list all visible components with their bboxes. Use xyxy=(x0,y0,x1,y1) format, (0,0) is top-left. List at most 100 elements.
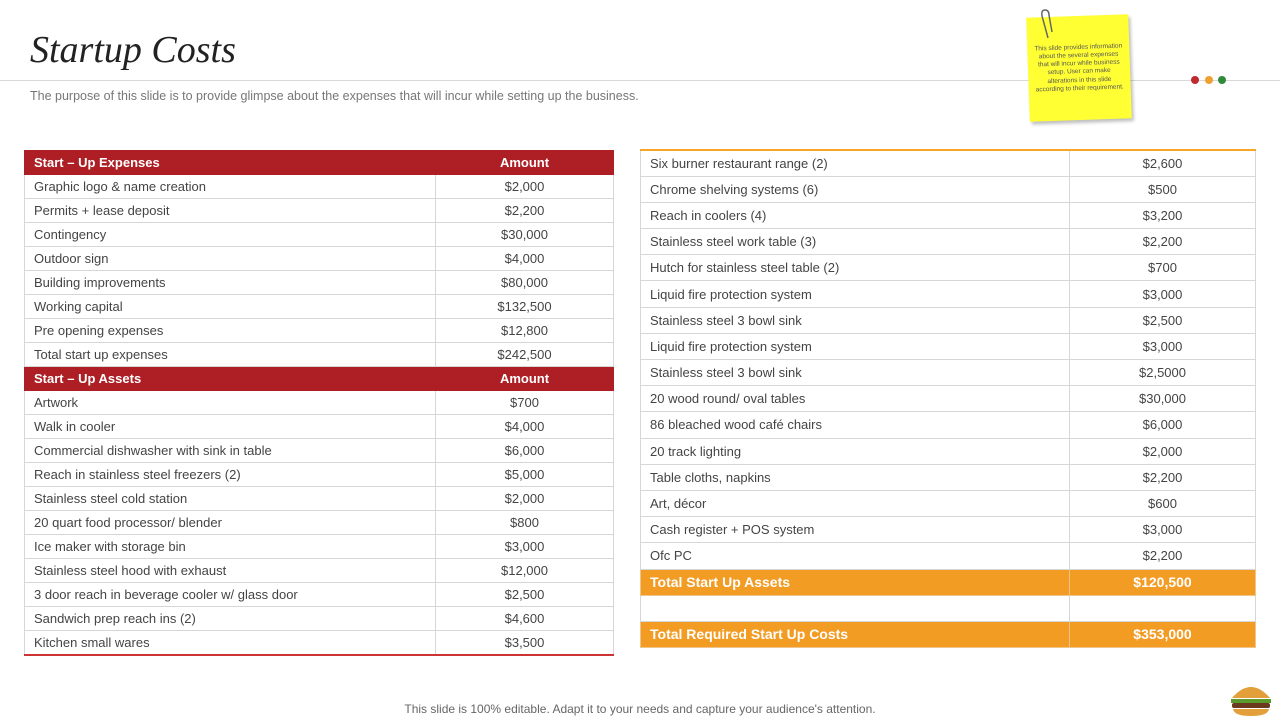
amount-cell: $2,000 xyxy=(435,486,614,511)
amount-cell: $353,000 xyxy=(1069,620,1256,649)
table-row: Cash register + POS system $3,000 xyxy=(640,516,1256,544)
table-row: Pre opening expenses $12,800 xyxy=(24,318,614,343)
table-row: Reach in stainless steel freezers (2) $5,… xyxy=(24,462,614,487)
amount-cell: $2,200 xyxy=(1069,463,1256,491)
table-row: Stainless steel hood with exhaust $12,000 xyxy=(24,558,614,583)
table-row: Walk in cooler $4,000 xyxy=(24,414,614,439)
title: Startup Costs xyxy=(30,29,236,71)
table-row: Building improvements $80,000 xyxy=(24,270,614,295)
table-row: 20 wood round/ oval tables $30,000 xyxy=(640,385,1256,413)
amount-cell: $700 xyxy=(435,390,614,415)
amount-cell: $600 xyxy=(1069,489,1256,518)
table-row: Liquid fire protection system $3,000 xyxy=(640,332,1256,361)
amount-cell: $132,500 xyxy=(435,294,614,319)
label-cell: 20 track lighting xyxy=(640,437,1070,465)
label-cell: Working capital xyxy=(24,294,436,319)
amount-cell: Amount xyxy=(435,150,614,175)
table-row: Stainless steel work table (3) $2,200 xyxy=(640,228,1256,256)
label-cell: Kitchen small wares xyxy=(24,630,436,655)
table-row: Start – Up Expenses Amount xyxy=(24,150,614,175)
label-cell: Stainless steel 3 bowl sink xyxy=(640,358,1070,387)
amount-cell: $3,000 xyxy=(1069,516,1256,544)
amount-cell: Amount xyxy=(435,366,614,391)
label-cell: Artwork xyxy=(24,390,436,415)
amount-cell: $4,000 xyxy=(435,246,614,271)
label-cell: Reach in coolers (4) xyxy=(640,201,1070,230)
label-cell: Ice maker with storage bin xyxy=(24,534,436,559)
amount-cell: $4,000 xyxy=(435,414,614,439)
table-row: Total Required Start Up Costs $353,000 xyxy=(640,620,1256,649)
amount-cell: $30,000 xyxy=(1069,385,1256,413)
label-cell: Walk in cooler xyxy=(24,414,436,439)
amount-cell: $2,200 xyxy=(1069,228,1256,256)
amount-cell: $2,200 xyxy=(1069,542,1256,570)
table-row: Permits + lease deposit $2,200 xyxy=(24,198,614,223)
amount-cell: $3,000 xyxy=(1069,332,1256,361)
label-cell: Liquid fire protection system xyxy=(640,332,1070,361)
label-cell: Commercial dishwasher with sink in table xyxy=(24,438,436,463)
dot xyxy=(1191,76,1199,84)
label-cell: Building improvements xyxy=(24,270,436,295)
table-row: 20 track lighting $2,000 xyxy=(640,437,1256,465)
label-cell: Chrome shelving systems (6) xyxy=(640,175,1070,203)
table-row: Stainless steel 3 bowl sink $2,5000 xyxy=(640,358,1256,387)
amount-cell: $242,500 xyxy=(435,342,614,367)
label-cell: Table cloths, napkins xyxy=(640,463,1070,491)
label-cell: Liquid fire protection system xyxy=(640,280,1070,308)
label-cell: 20 quart food processor/ blender xyxy=(24,510,436,535)
label-cell: Graphic logo & name creation xyxy=(24,174,436,199)
table-row: Outdoor sign $4,000 xyxy=(24,246,614,271)
amount-cell: $3,000 xyxy=(1069,280,1256,308)
amount-cell: $2,200 xyxy=(435,198,614,223)
table-row: Graphic logo & name creation $2,000 xyxy=(24,174,614,199)
amount-cell: $3,000 xyxy=(435,534,614,559)
table-row: Contingency $30,000 xyxy=(24,222,614,247)
table-row: Start – Up Assets Amount xyxy=(24,366,614,391)
table-row: Total Start Up Assets $120,500 xyxy=(640,568,1256,596)
table-row: Total start up expenses $242,500 xyxy=(24,342,614,367)
amount-cell: $6,000 xyxy=(435,438,614,463)
divider xyxy=(0,80,1280,81)
expenses-table: Start – Up Expenses Amount Graphic logo & … xyxy=(24,150,614,656)
label-cell: Cash register + POS system xyxy=(640,516,1070,544)
amount-cell: $800 xyxy=(435,510,614,535)
empty-cell xyxy=(640,594,1070,622)
table-row: Six burner restaurant range (2) $2,600 xyxy=(640,149,1256,177)
table-row: Commercial dishwasher with sink in table… xyxy=(24,438,614,463)
table-row: Stainless steel 3 bowl sink $2,500 xyxy=(640,306,1256,334)
table-row: Chrome shelving systems (6) $500 xyxy=(640,175,1256,203)
table-row: Liquid fire protection system $3,000 xyxy=(640,280,1256,308)
label-cell: Start – Up Expenses xyxy=(24,150,436,175)
label-cell: 3 door reach in beverage cooler w/ glass… xyxy=(24,582,436,607)
table-row: 20 quart food processor/ blender $800 xyxy=(24,510,614,535)
amount-cell: $6,000 xyxy=(1069,411,1256,439)
amount-cell: $2,600 xyxy=(1069,149,1256,177)
label-cell: Stainless steel hood with exhaust xyxy=(24,558,436,583)
amount-cell: $500 xyxy=(1069,175,1256,203)
label-cell: Stainless steel 3 bowl sink xyxy=(640,306,1070,334)
amount-cell: $120,500 xyxy=(1069,568,1256,596)
amount-cell: $3,500 xyxy=(435,630,614,655)
label-cell: Art, décor xyxy=(640,489,1070,518)
table-row: Stainless steel cold station $2,000 xyxy=(24,486,614,511)
amount-cell: $30,000 xyxy=(435,222,614,247)
amount-cell: $2,000 xyxy=(1069,437,1256,465)
amount-cell: $3,200 xyxy=(1069,201,1256,230)
label-cell: Stainless steel work table (3) xyxy=(640,228,1070,256)
empty-cell xyxy=(1069,594,1256,622)
table-row: Hutch for stainless steel table (2) $700 xyxy=(640,254,1256,282)
label-cell: Permits + lease deposit xyxy=(24,198,436,223)
amount-cell: $12,800 xyxy=(435,318,614,343)
table-row: Working capital $132,500 xyxy=(24,294,614,319)
table-row: 3 door reach in beverage cooler w/ glass… xyxy=(24,582,614,607)
amount-cell: $5,000 xyxy=(435,462,614,487)
table-row: Reach in coolers (4) $3,200 xyxy=(640,201,1256,230)
label-cell: Pre opening expenses xyxy=(24,318,436,343)
dot xyxy=(1205,76,1213,84)
subtitle: The purpose of this slide is to provide … xyxy=(30,89,639,103)
amount-cell: $80,000 xyxy=(435,270,614,295)
table-row: Artwork $700 xyxy=(24,390,614,415)
label-cell: Total start up expenses xyxy=(24,342,436,367)
table-row: Ofc PC $2,200 xyxy=(640,542,1256,570)
